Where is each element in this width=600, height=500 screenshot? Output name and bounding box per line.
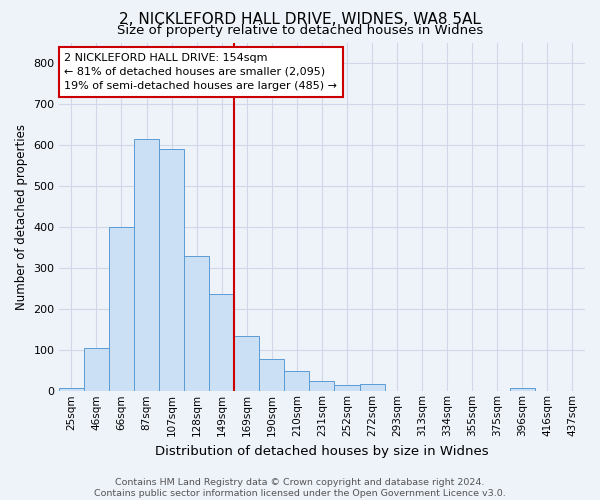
Text: 2, NICKLEFORD HALL DRIVE, WIDNES, WA8 5AL: 2, NICKLEFORD HALL DRIVE, WIDNES, WA8 5A… (119, 12, 481, 28)
Bar (510, 388, 535, 392)
Bar (159, 149, 184, 392)
Text: Size of property relative to detached houses in Widnes: Size of property relative to detached ho… (117, 24, 483, 37)
Text: 2 NICKLEFORD HALL DRIVE: 154sqm
← 81% of detached houses are smaller (2,095)
19%: 2 NICKLEFORD HALL DRIVE: 154sqm ← 81% of… (64, 53, 337, 91)
Bar (209, 294, 234, 392)
Y-axis label: Number of detached properties: Number of detached properties (15, 124, 28, 310)
Bar (234, 336, 259, 392)
Text: Contains HM Land Registry data © Crown copyright and database right 2024.
Contai: Contains HM Land Registry data © Crown c… (94, 478, 506, 498)
Bar (184, 256, 209, 392)
Bar (310, 381, 334, 392)
Bar (334, 385, 359, 392)
X-axis label: Distribution of detached houses by size in Widnes: Distribution of detached houses by size … (155, 444, 489, 458)
Bar (59, 388, 84, 392)
Bar (284, 370, 310, 392)
Bar (134, 139, 159, 392)
Bar (109, 227, 134, 392)
Bar (259, 360, 284, 392)
Bar (359, 384, 385, 392)
Bar (84, 348, 109, 392)
